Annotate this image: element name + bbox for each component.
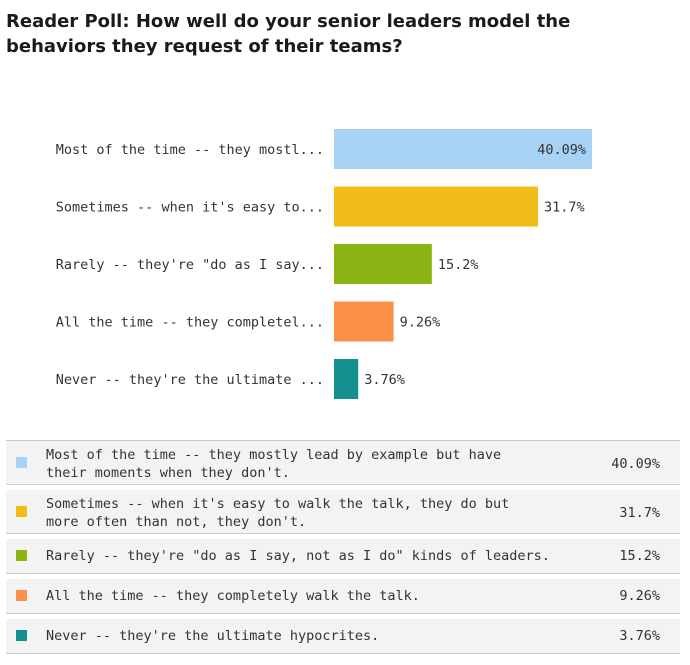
- legend-swatch-never: [16, 630, 27, 641]
- legend-label-all-the-time: All the time -- they completely walk the…: [46, 588, 420, 604]
- value-label-sometimes: 31.7%: [544, 200, 585, 216]
- category-label-all-the-time: All the time -- they completel...: [56, 315, 324, 331]
- category-label-never: Never -- they're the ultimate ...: [56, 372, 324, 388]
- bar-most-of-the-time: [334, 129, 592, 169]
- bar-rarely: [334, 244, 432, 284]
- legend-row-most-of-the-time: Most of the time -- they mostly lead by …: [6, 441, 680, 485]
- legend-pct-sometimes: 31.7%: [619, 505, 660, 521]
- legend-swatch-all-the-time: [16, 590, 27, 601]
- bar-all-the-time: [334, 301, 394, 342]
- value-label-rarely: 15.2%: [438, 257, 479, 273]
- poll-title: Reader Poll: How well do your senior lea…: [6, 11, 571, 57]
- category-label-most-of-the-time: Most of the time -- they mostl...: [56, 142, 324, 158]
- legend-swatch-most-of-the-time: [16, 457, 27, 468]
- poll-legend: Most of the time -- they mostly lead by …: [6, 440, 680, 659]
- legend-label-never: Never -- they're the ultimate hypocrites…: [46, 628, 380, 644]
- legend-pct-never: 3.76%: [619, 628, 660, 644]
- value-label-never: 3.76%: [364, 372, 405, 388]
- legend-pct-all-the-time: 9.26%: [619, 588, 660, 604]
- legend-row-sometimes: Sometimes -- when it's easy to walk the …: [6, 490, 680, 534]
- bar-never: [334, 359, 359, 399]
- legend-row-all-the-time: All the time -- they completely walk the…: [6, 579, 680, 614]
- poll-bar-chart: Most of the time -- they mostl... 40.09% S…: [56, 129, 592, 399]
- category-label-rarely: Rarely -- they're "do as I say...: [56, 257, 324, 273]
- legend-pct-rarely: 15.2%: [619, 548, 660, 564]
- bar-sometimes: [334, 186, 539, 227]
- legend-label-most-of-the-time: Most of the time -- they mostly lead by …: [46, 447, 502, 481]
- category-label-sometimes: Sometimes -- when it's easy to...: [56, 200, 324, 216]
- legend-label-rarely: Rarely -- they're "do as I say, not as I…: [46, 548, 550, 564]
- legend-row-never: Never -- they're the ultimate hypocrites…: [6, 619, 680, 654]
- value-label-all-the-time: 9.26%: [400, 315, 441, 331]
- legend-row-rarely: Rarely -- they're "do as I say, not as I…: [6, 539, 680, 574]
- value-label-most-of-the-time: 40.09%: [537, 142, 586, 158]
- legend-swatch-rarely: [16, 550, 27, 561]
- legend-swatch-sometimes: [16, 506, 27, 517]
- legend-label-sometimes: Sometimes -- when it's easy to walk the …: [46, 496, 510, 530]
- legend-pct-most-of-the-time: 40.09%: [611, 456, 660, 472]
